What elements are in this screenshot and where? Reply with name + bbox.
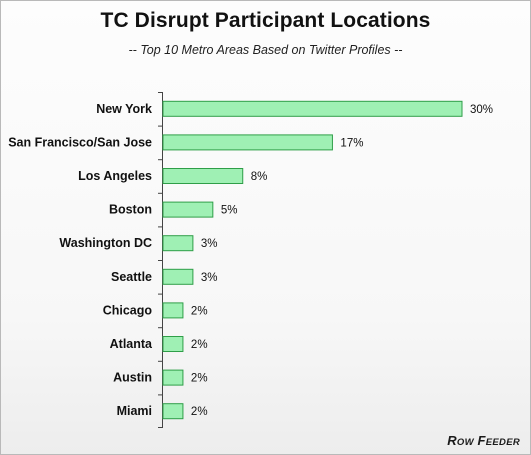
category-label: Boston (109, 203, 152, 217)
bar (162, 235, 194, 252)
category-label: Los Angeles (78, 169, 152, 183)
data-label: 3% (201, 238, 218, 250)
bar (162, 134, 333, 151)
bar (162, 268, 194, 285)
data-label: 2% (191, 406, 208, 418)
bar (162, 168, 244, 184)
bar (162, 369, 184, 386)
category-label: Washington DC (59, 236, 152, 250)
chart-subtitle: -- Top 10 Metro Areas Based on Twitter P… (128, 43, 403, 57)
category-label: Chicago (103, 303, 153, 317)
data-label: 8% (251, 171, 268, 183)
rowfeeder-logo: Row Feeder (447, 433, 520, 448)
data-label: 3% (201, 272, 218, 284)
data-label: 30% (470, 104, 493, 116)
bar (162, 201, 214, 218)
data-label: 17% (340, 137, 363, 149)
chart-title: TC Disrupt Participant Locations (100, 9, 431, 32)
data-label: 5% (221, 205, 238, 217)
category-label: Atlanta (110, 337, 153, 351)
data-label: 2% (191, 373, 208, 385)
bar (162, 403, 184, 420)
category-label: San Francisco/San Jose (8, 135, 152, 149)
data-label: 2% (191, 339, 208, 351)
bar (162, 100, 463, 117)
category-label: New York (96, 102, 152, 116)
bar (162, 336, 184, 352)
bar (162, 302, 184, 319)
category-label: Seattle (111, 270, 152, 284)
category-label: Austin (113, 371, 152, 385)
category-label: Miami (117, 404, 152, 418)
data-label: 2% (191, 305, 208, 317)
